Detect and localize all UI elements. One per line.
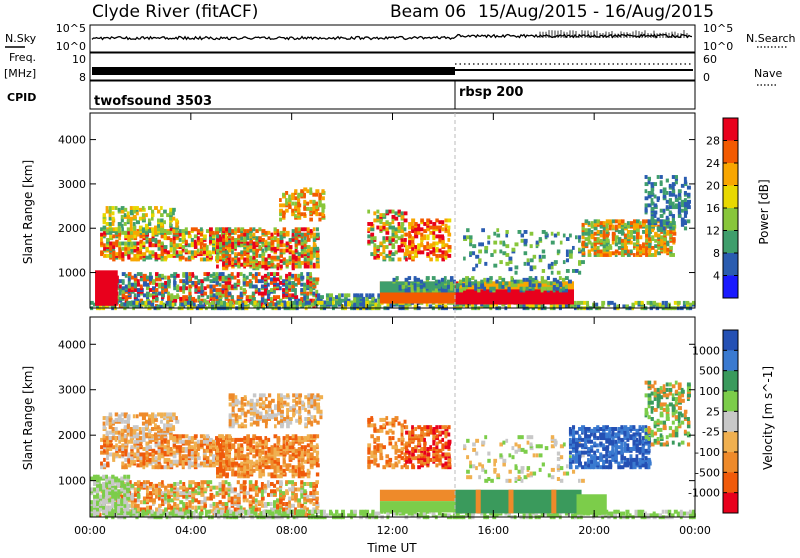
freq-left-tick-top: 10: [72, 53, 86, 66]
cpid-label: CPID: [7, 91, 36, 104]
colorbar-tick-label: 500: [699, 365, 720, 378]
power-heatmap: [90, 175, 696, 310]
colorbar-segment: [723, 330, 738, 351]
colorbar-tick-label: -500: [695, 466, 720, 479]
freq-right-tick-top: 60: [703, 53, 717, 66]
colorbar-segment: [723, 276, 738, 299]
colorbar-tick-label: -100: [695, 446, 720, 459]
colorbar-segment: [723, 163, 738, 186]
power-colorbar-label: Power [dB]: [757, 179, 771, 244]
date-range: 15/Aug/2015 - 16/Aug/2015: [478, 2, 714, 22]
freq-panel: [90, 53, 695, 80]
colorbar-tick-label: -25: [702, 426, 720, 439]
velocity-heatmap: [90, 381, 696, 520]
colorbar-segment: [723, 432, 738, 453]
colorbar-segment: [723, 391, 738, 412]
y-tick-label: 1000: [58, 267, 86, 280]
nsearch-label: N.Search: [746, 32, 796, 45]
noise-right-tick-top: 10^5: [703, 22, 733, 35]
time-axis-label: Time UT: [366, 541, 417, 554]
station-title: Clyde River (fitACF): [92, 2, 258, 22]
colorbar-tick-label: 25: [706, 405, 720, 418]
freq-unit-label: [MHz]: [4, 67, 36, 80]
power-ylabel: Slant Range [km]: [21, 160, 35, 264]
colorbar-tick-label: -1000: [688, 487, 720, 500]
y-tick-label: 3000: [58, 384, 86, 397]
time-axis: 00:00 04:00 08:00 12:00 16:00 20:00 00:00: [74, 113, 711, 537]
colorbar-segment: [723, 231, 738, 254]
y-tick-label: 4000: [58, 134, 86, 147]
colorbar-tick-label: 8: [713, 247, 720, 260]
velocity-ylabel: Slant Range [km]: [21, 366, 35, 470]
x-tick-label: 20:00: [578, 524, 610, 537]
colorbar-segment: [723, 141, 738, 164]
colorbar-tick-label: 4: [713, 270, 720, 283]
colorbar-tick-label: 20: [706, 180, 720, 193]
x-tick-label: 00:00: [679, 524, 711, 537]
colorbar-segment: [723, 452, 738, 473]
colorbar-tick-label: 1000: [692, 344, 720, 357]
freq-right-tick-bottom: 0: [703, 71, 710, 84]
colorbar-tick-label: 16: [706, 202, 720, 215]
beam-label: Beam 06: [390, 2, 466, 22]
velocity-colorbar: 1000 500 100 25 -25 -100 -500 -1000: [688, 330, 738, 514]
noise-right-tick-bottom: 10^0: [703, 40, 733, 53]
colorbar-tick-label: 24: [706, 157, 720, 170]
y-tick-label: 2000: [58, 429, 86, 442]
freq-label: Freq.: [9, 51, 36, 64]
noise-left-tick-top: 10^5: [56, 22, 86, 35]
velocity-colorbar-label: Velocity [m s^-1]: [761, 366, 775, 470]
colorbar-tick-label: 100: [699, 385, 720, 398]
colorbar-segment: [723, 118, 738, 141]
colorbar-segment: [723, 186, 738, 209]
y-tick-label: 3000: [58, 178, 86, 191]
colorbar-tick-label: 28: [706, 135, 720, 148]
cpid-segment-1: twofsound 3503: [94, 94, 212, 109]
freq-left-tick-bottom: 8: [79, 71, 86, 84]
noise-panel: [90, 25, 695, 52]
x-tick-label: 16:00: [477, 524, 509, 537]
y-tick-label: 4000: [58, 338, 86, 351]
noise-trace: [92, 30, 692, 39]
cpid-segment-2: rbsp 200: [459, 85, 523, 100]
colorbar-segment: [723, 411, 738, 432]
colorbar-segment: [723, 350, 738, 371]
x-tick-label: 04:00: [175, 524, 207, 537]
noise-left-tick-bottom: 10^0: [56, 40, 86, 53]
x-tick-label: 08:00: [276, 524, 308, 537]
x-tick-label: 00:00: [74, 524, 106, 537]
y-tick-label: 2000: [58, 222, 86, 235]
power-colorbar: 28 24 20 16 12 8 4: [706, 118, 738, 299]
colorbar-segment: [723, 493, 738, 514]
colorbar-segment: [723, 208, 738, 231]
colorbar-segment: [723, 253, 738, 276]
nave-label: Nave: [754, 67, 782, 80]
nsky-label: N.Sky: [5, 32, 37, 45]
colorbar-tick-label: 12: [706, 225, 720, 238]
colorbar-segment: [723, 371, 738, 392]
y-tick-label: 1000: [58, 475, 86, 488]
freq-trace: [92, 64, 693, 75]
x-tick-label: 12:00: [377, 524, 409, 537]
colorbar-segment: [723, 472, 738, 493]
